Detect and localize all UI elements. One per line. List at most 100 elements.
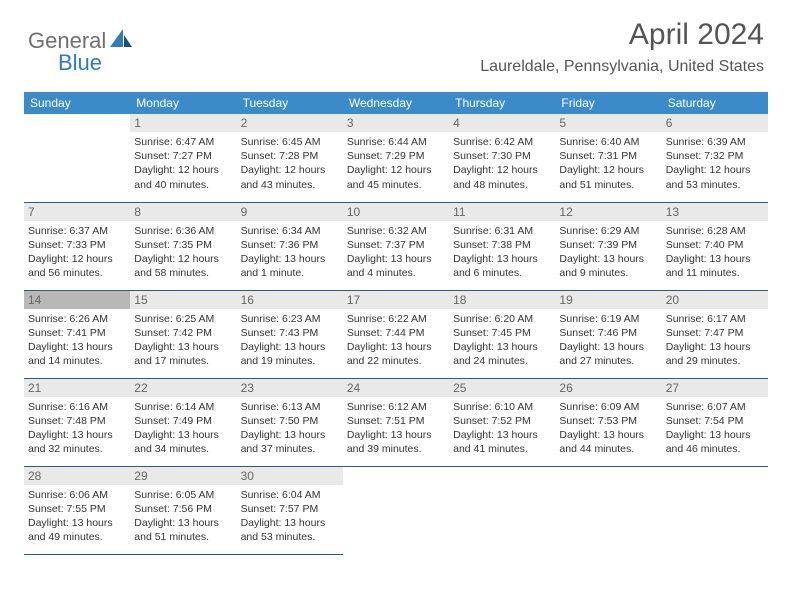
day-info: Sunrise: 6:19 AMSunset: 7:46 PMDaylight:…: [559, 312, 657, 369]
calendar-day: 27Sunrise: 6:07 AMSunset: 7:54 PMDayligh…: [662, 378, 768, 466]
info-line: Sunset: 7:32 PM: [666, 149, 764, 163]
info-line: Daylight: 13 hours: [453, 428, 551, 442]
day-number: 22: [130, 379, 236, 397]
day-info: Sunrise: 6:22 AMSunset: 7:44 PMDaylight:…: [347, 312, 445, 369]
info-line: Sunrise: 6:23 AM: [241, 312, 339, 326]
day-info: Sunrise: 6:16 AMSunset: 7:48 PMDaylight:…: [28, 400, 126, 457]
info-line: Daylight: 13 hours: [347, 428, 445, 442]
info-line: Sunset: 7:49 PM: [134, 414, 232, 428]
day-info: Sunrise: 6:32 AMSunset: 7:37 PMDaylight:…: [347, 224, 445, 281]
info-line: Daylight: 12 hours: [28, 252, 126, 266]
info-line: Sunrise: 6:06 AM: [28, 488, 126, 502]
info-line: Daylight: 13 hours: [453, 340, 551, 354]
info-line: Sunrise: 6:22 AM: [347, 312, 445, 326]
info-line: Sunrise: 6:34 AM: [241, 224, 339, 238]
day-header: Tuesday: [237, 92, 343, 114]
calendar-day: 23Sunrise: 6:13 AMSunset: 7:50 PMDayligh…: [237, 378, 343, 466]
calendar-week: 7Sunrise: 6:37 AMSunset: 7:33 PMDaylight…: [24, 202, 768, 290]
info-line: Sunset: 7:47 PM: [666, 326, 764, 340]
info-line: Sunset: 7:43 PM: [241, 326, 339, 340]
info-line: Sunrise: 6:40 AM: [559, 135, 657, 149]
day-number: 23: [237, 379, 343, 397]
info-line: Sunset: 7:50 PM: [241, 414, 339, 428]
info-line: and 22 minutes.: [347, 354, 445, 368]
info-line: Daylight: 13 hours: [347, 340, 445, 354]
info-line: Sunset: 7:38 PM: [453, 238, 551, 252]
info-line: Sunrise: 6:17 AM: [666, 312, 764, 326]
calendar-day: 11Sunrise: 6:31 AMSunset: 7:38 PMDayligh…: [449, 202, 555, 290]
info-line: Sunset: 7:35 PM: [134, 238, 232, 252]
info-line: and 51 minutes.: [559, 178, 657, 192]
day-info: Sunrise: 6:37 AMSunset: 7:33 PMDaylight:…: [28, 224, 126, 281]
info-line: Daylight: 12 hours: [666, 163, 764, 177]
info-line: and 17 minutes.: [134, 354, 232, 368]
day-number: 11: [449, 203, 555, 221]
day-header: Saturday: [662, 92, 768, 114]
info-line: and 19 minutes.: [241, 354, 339, 368]
day-number: 2: [237, 114, 343, 132]
day-number: 28: [24, 467, 130, 485]
info-line: Daylight: 13 hours: [666, 252, 764, 266]
calendar-day: 15Sunrise: 6:25 AMSunset: 7:42 PMDayligh…: [130, 290, 236, 378]
info-line: Daylight: 13 hours: [241, 252, 339, 266]
info-line: Sunrise: 6:28 AM: [666, 224, 764, 238]
day-header: Wednesday: [343, 92, 449, 114]
calendar-day: 26Sunrise: 6:09 AMSunset: 7:53 PMDayligh…: [555, 378, 661, 466]
info-line: and 41 minutes.: [453, 442, 551, 456]
calendar-day: 2 Sunrise: 6:45 AMSunset: 7:28 PMDaylight…: [237, 114, 343, 202]
info-line: Daylight: 13 hours: [559, 428, 657, 442]
day-info: Sunrise: 6:06 AMSunset: 7:55 PMDaylight:…: [28, 488, 126, 545]
day-info: Sunrise: 6:29 AMSunset: 7:39 PMDaylight:…: [559, 224, 657, 281]
info-line: and 29 minutes.: [666, 354, 764, 368]
info-line: and 51 minutes.: [134, 530, 232, 544]
day-info: Sunrise: 6:12 AMSunset: 7:51 PMDaylight:…: [347, 400, 445, 457]
info-line: Daylight: 13 hours: [241, 516, 339, 530]
calendar-day: 20Sunrise: 6:17 AMSunset: 7:47 PMDayligh…: [662, 290, 768, 378]
info-line: Daylight: 13 hours: [347, 252, 445, 266]
info-line: and 27 minutes.: [559, 354, 657, 368]
info-line: and 48 minutes.: [453, 178, 551, 192]
info-line: Sunrise: 6:05 AM: [134, 488, 232, 502]
calendar-day: 30Sunrise: 6:04 AMSunset: 7:57 PMDayligh…: [237, 466, 343, 554]
info-line: and 56 minutes.: [28, 266, 126, 280]
info-line: and 53 minutes.: [666, 178, 764, 192]
day-info: Sunrise: 6:20 AMSunset: 7:45 PMDaylight:…: [453, 312, 551, 369]
info-line: Daylight: 12 hours: [241, 163, 339, 177]
page-title: April 2024: [480, 18, 764, 52]
day-header: Sunday: [24, 92, 130, 114]
calendar-day: 22Sunrise: 6:14 AMSunset: 7:49 PMDayligh…: [130, 378, 236, 466]
info-line: and 9 minutes.: [559, 266, 657, 280]
day-info: Sunrise: 6:04 AMSunset: 7:57 PMDaylight:…: [241, 488, 339, 545]
info-line: Daylight: 13 hours: [666, 340, 764, 354]
info-line: and 43 minutes.: [241, 178, 339, 192]
info-line: and 46 minutes.: [666, 442, 764, 456]
day-info: Sunrise: 6:45 AMSunset: 7:28 PMDaylight:…: [241, 135, 339, 192]
day-number: 16: [237, 291, 343, 309]
day-info: Sunrise: 6:40 AMSunset: 7:31 PMDaylight:…: [559, 135, 657, 192]
logo-sail-icon: [110, 29, 134, 54]
info-line: Sunset: 7:57 PM: [241, 502, 339, 516]
info-line: and 39 minutes.: [347, 442, 445, 456]
day-number: 29: [130, 467, 236, 485]
info-line: Daylight: 13 hours: [28, 340, 126, 354]
calendar-day: 18 Sunrise: 6:20 AMSunset: 7:45 PMDayligh…: [449, 290, 555, 378]
calendar-day-empty: [662, 466, 768, 554]
day-number: 12: [555, 203, 661, 221]
calendar-day-empty: [343, 466, 449, 554]
info-line: Sunrise: 6:29 AM: [559, 224, 657, 238]
info-line: Sunset: 7:33 PM: [28, 238, 126, 252]
info-line: Daylight: 13 hours: [453, 252, 551, 266]
calendar-day: 14Sunrise: 6:26 AMSunset: 7:41 PMDayligh…: [24, 290, 130, 378]
day-number: 3: [343, 114, 449, 132]
info-line: and 1 minute.: [241, 266, 339, 280]
calendar-day: 4Sunrise: 6:42 AMSunset: 7:30 PMDaylight…: [449, 114, 555, 202]
day-header: Thursday: [449, 92, 555, 114]
day-header: Monday: [130, 92, 236, 114]
day-number: 18: [449, 291, 555, 309]
calendar-day: 16Sunrise: 6:23 AMSunset: 7:43 PMDayligh…: [237, 290, 343, 378]
day-number: 17: [343, 291, 449, 309]
info-line: Sunrise: 6:44 AM: [347, 135, 445, 149]
calendar-day: 12 Sunrise: 6:29 AMSunset: 7:39 PMDayligh…: [555, 202, 661, 290]
info-line: Sunset: 7:51 PM: [347, 414, 445, 428]
calendar-day-empty: [24, 114, 130, 202]
